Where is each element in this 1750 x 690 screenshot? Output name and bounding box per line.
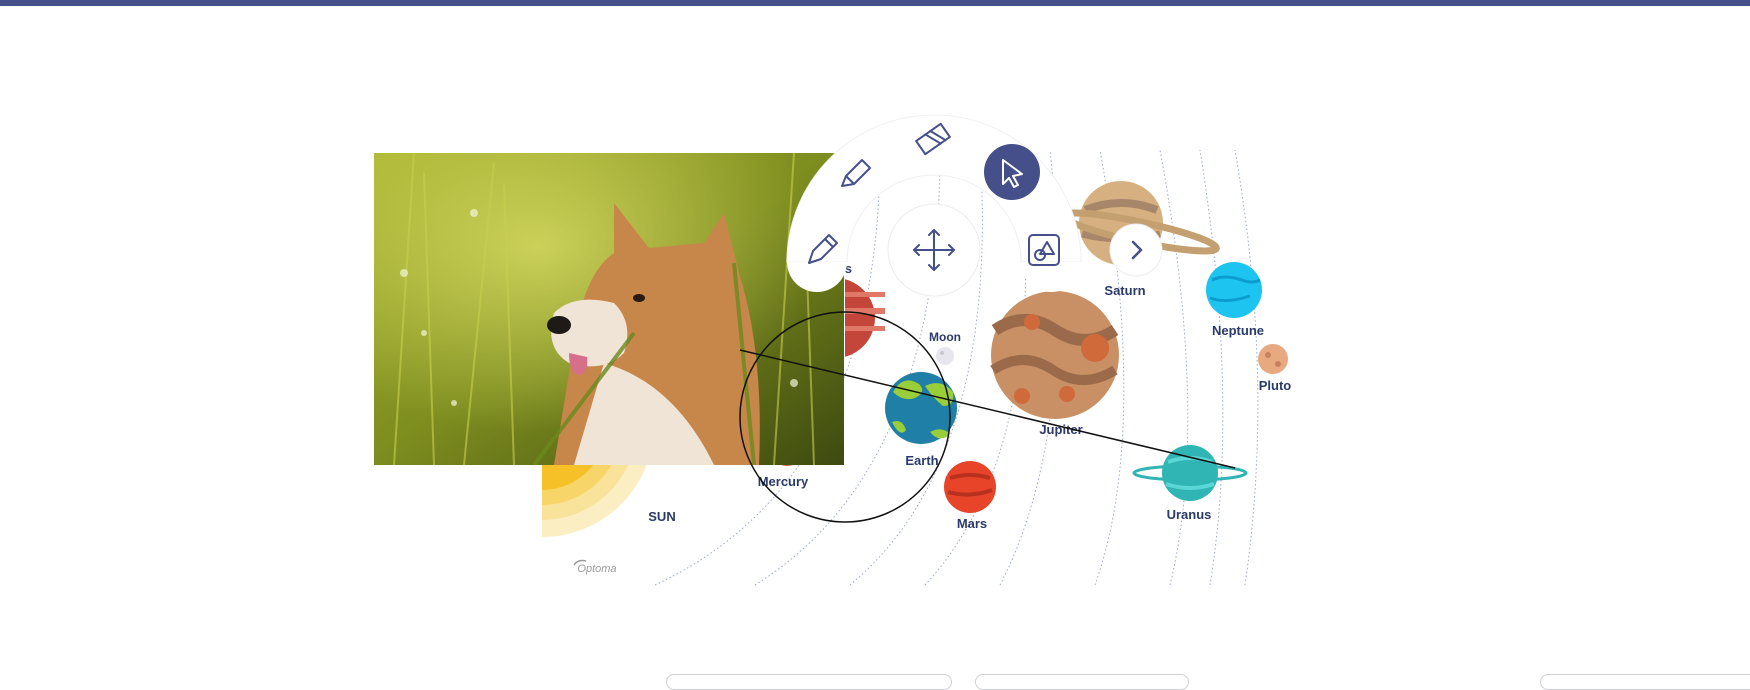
uranus-planet: [1132, 445, 1248, 501]
chevron-right-icon: [1131, 240, 1143, 260]
shapes-icon: [1028, 234, 1060, 266]
photo-content: [374, 153, 844, 465]
next-tool[interactable]: [1109, 223, 1163, 277]
select-tool[interactable]: [984, 144, 1040, 200]
ink-line: [739, 349, 1236, 469]
top-accent-bar: [0, 0, 1750, 6]
mars-label: Mars: [957, 516, 987, 531]
neptune-label: Neptune: [1212, 323, 1264, 338]
bottom-panel-card-2[interactable]: [975, 674, 1189, 690]
bottom-panel-card-3[interactable]: [1540, 674, 1750, 690]
saturn-label: Saturn: [1104, 283, 1145, 298]
pluto-planet: [1258, 344, 1288, 374]
cursor-icon: [1002, 159, 1023, 188]
pen-tool[interactable]: [808, 234, 838, 264]
neptune-planet: [1206, 262, 1262, 318]
earth-label: Earth: [905, 453, 938, 468]
jupiter-label: Jupiter: [1039, 422, 1082, 437]
move-tool[interactable]: [887, 203, 981, 297]
jupiter-planet: [990, 291, 1119, 419]
logo-text: Optoma: [577, 563, 616, 575]
uranus-label: Uranus: [1167, 507, 1212, 522]
eraser-icon: [915, 122, 951, 156]
moon-planet: [936, 347, 954, 365]
shiba-inu-dog-photo[interactable]: [374, 153, 844, 465]
ink-circle: [739, 311, 951, 523]
pencil-icon: [808, 234, 838, 264]
mercury-label: Mercury: [758, 474, 809, 489]
pluto-label: Pluto: [1259, 378, 1292, 393]
moon-label: Moon: [929, 330, 961, 344]
eraser-tool[interactable]: [915, 122, 951, 156]
venus-planet: [845, 279, 885, 357]
optoma-logo: Optoma: [573, 559, 617, 575]
shapes-tool[interactable]: [1028, 234, 1060, 266]
sun-label: SUN: [648, 509, 675, 524]
highlighter-icon: [841, 159, 871, 187]
mars-planet: [944, 461, 996, 513]
move-arrows-icon: [913, 229, 955, 271]
highlighter-tool[interactable]: [841, 159, 871, 187]
bottom-panel-card-1[interactable]: [666, 674, 952, 690]
venus-label: s: [845, 261, 852, 276]
